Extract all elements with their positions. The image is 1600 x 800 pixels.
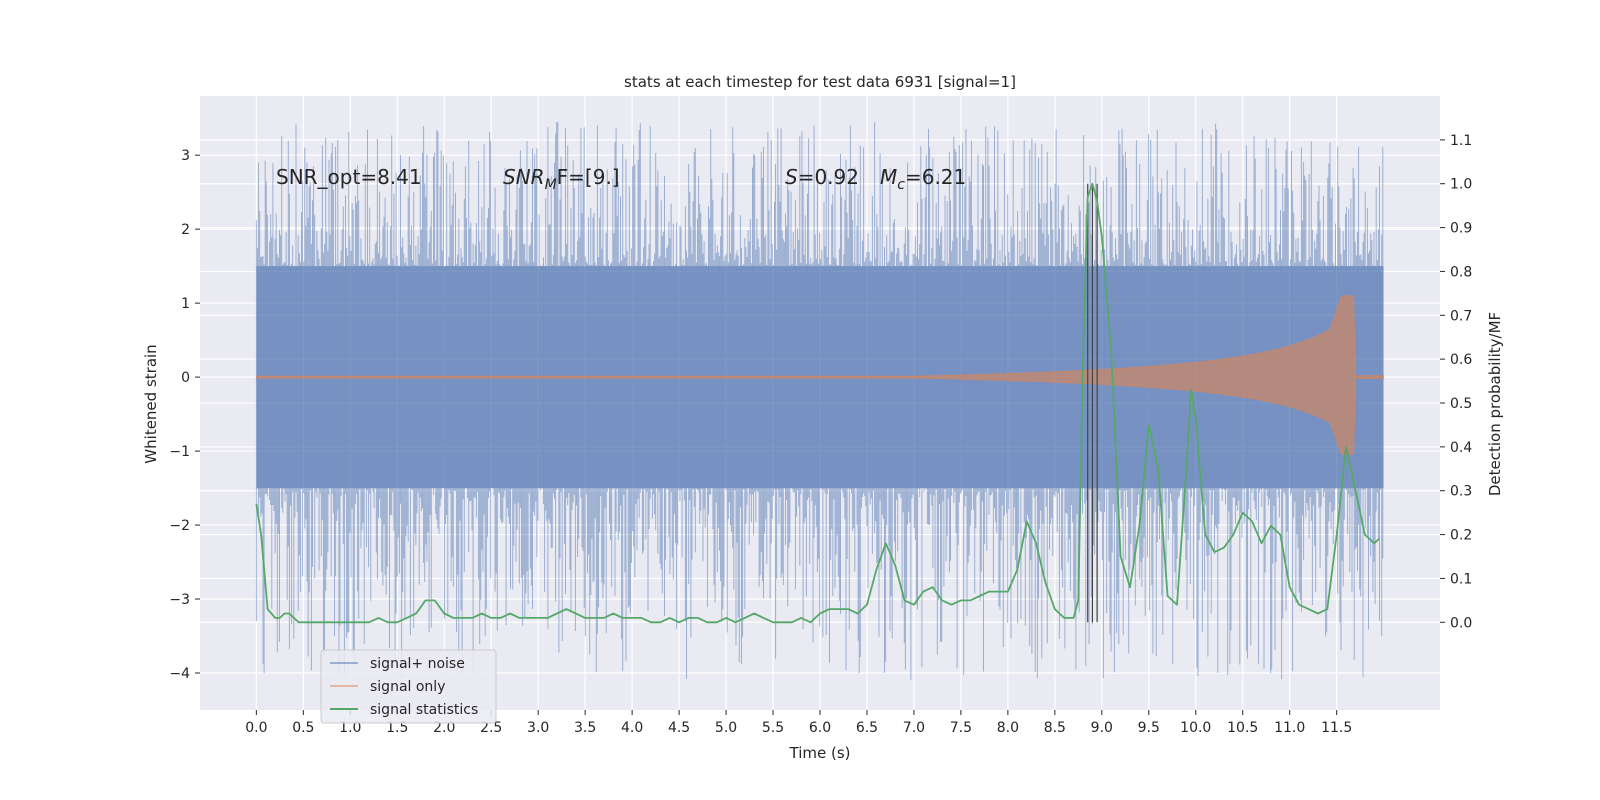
chart-title: stats at each timestep for test data 693… bbox=[624, 73, 1016, 91]
y-right-tick-label: 0.9 bbox=[1450, 221, 1472, 237]
x-tick-label: 9.0 bbox=[1091, 720, 1113, 736]
noise-spikes bbox=[255, 122, 1384, 680]
y-right-tick-label: 0.1 bbox=[1450, 571, 1472, 587]
x-tick-label: 11.5 bbox=[1321, 720, 1352, 736]
x-tick-label: 0.5 bbox=[292, 720, 314, 736]
annotation-mc-val: =6.21 bbox=[905, 165, 966, 189]
y-left-tick-label: 1 bbox=[181, 296, 190, 312]
x-tick-label: 11.0 bbox=[1274, 720, 1305, 736]
statistics-series bbox=[255, 182, 1380, 624]
y-right-tick-label: 0.3 bbox=[1450, 484, 1472, 500]
x-tick-label: 1.5 bbox=[386, 720, 408, 736]
legend-label-signal: signal only bbox=[370, 679, 445, 695]
y-right-tick-label: 0.5 bbox=[1450, 396, 1472, 412]
annotation-snr-mf: SNRMF=[9.] bbox=[503, 165, 620, 193]
y-right-tick-label: 0.2 bbox=[1450, 528, 1472, 544]
annotation-s: S=0.92 bbox=[785, 165, 859, 189]
y-axis-right-label: Detection probability/MF bbox=[1486, 312, 1504, 496]
y-left-tick-label: 3 bbox=[181, 148, 190, 164]
annotation-mc-var: M bbox=[880, 165, 897, 189]
y-right-tick-label: 0.8 bbox=[1450, 264, 1472, 280]
x-tick-label: 10.0 bbox=[1180, 720, 1211, 736]
x-tick-label: 7.5 bbox=[950, 720, 972, 736]
x-tick-label: 1.0 bbox=[339, 720, 361, 736]
x-tick-label: 2.0 bbox=[433, 720, 455, 736]
x-tick-label: 6.0 bbox=[809, 720, 831, 736]
annotation-mc-sub: c bbox=[897, 177, 905, 193]
x-tick-label: 4.0 bbox=[621, 720, 643, 736]
y-axis-left-ticks: 3 2 1 0 −1 −2 −3 −4 bbox=[169, 148, 200, 682]
detection-markers bbox=[1087, 183, 1098, 623]
annotation-snr-opt: SNR_opt=8.41 bbox=[276, 165, 422, 189]
y-axis-left-label: Whitened strain bbox=[142, 344, 160, 463]
annotation-snr-mf-sub: M bbox=[545, 177, 557, 193]
x-tick-label: 10.5 bbox=[1227, 720, 1258, 736]
x-tick-label: 9.5 bbox=[1138, 720, 1160, 736]
y-axis-right-ticks: 1.1 1.0 0.9 0.8 0.7 0.6 0.5 0.4 0.3 0.2 0.1 0.0 bbox=[1440, 133, 1472, 631]
x-tick-label: 8.0 bbox=[997, 720, 1019, 736]
annotation-snr-mf-tail: F=[9.] bbox=[557, 165, 620, 189]
y-left-tick-label: 2 bbox=[181, 222, 190, 238]
y-left-tick-label: −4 bbox=[169, 666, 190, 682]
x-tick-label: 2.5 bbox=[480, 720, 502, 736]
y-left-tick-label: −3 bbox=[169, 592, 190, 608]
x-tick-label: 8.5 bbox=[1044, 720, 1066, 736]
signal-only-envelope bbox=[255, 295, 1385, 455]
legend: signal+ noise signal only signal statist… bbox=[320, 649, 497, 724]
x-tick-label: 4.5 bbox=[668, 720, 690, 736]
annotation-snr-mf-base: SNR bbox=[503, 165, 545, 189]
x-tick-label: 7.0 bbox=[903, 720, 925, 736]
y-left-tick-label: −1 bbox=[169, 444, 190, 460]
y-left-tick-label: −2 bbox=[169, 518, 190, 534]
statistics-line bbox=[255, 182, 1380, 624]
x-tick-label: 0.0 bbox=[245, 720, 267, 736]
y-right-tick-label: 0.4 bbox=[1450, 440, 1472, 456]
annotation-s-var: S bbox=[785, 165, 798, 189]
y-left-tick-label: 0 bbox=[181, 370, 190, 386]
legend-label-noise: signal+ noise bbox=[370, 656, 465, 672]
y-right-tick-label: 1.0 bbox=[1450, 177, 1472, 193]
y-right-tick-label: 1.1 bbox=[1450, 133, 1472, 149]
y-right-tick-label: 0.0 bbox=[1450, 615, 1472, 631]
x-tick-label: 3.5 bbox=[574, 720, 596, 736]
x-tick-label: 5.5 bbox=[762, 720, 784, 736]
x-tick-label: 5.0 bbox=[715, 720, 737, 736]
x-tick-label: 6.5 bbox=[856, 720, 878, 736]
x-tick-label: 3.0 bbox=[527, 720, 549, 736]
signal-only-series bbox=[255, 295, 1385, 455]
y-right-tick-label: 0.7 bbox=[1450, 308, 1472, 324]
x-axis-ticks: 0.0 0.5 1.0 1.5 2.0 2.5 3.0 3.5 4.0 4.5 5.0 5.5 6.0 6… bbox=[245, 710, 1352, 736]
x-axis-label: Time (s) bbox=[789, 744, 851, 762]
y-right-tick-label: 0.6 bbox=[1450, 352, 1472, 368]
annotation-mc: Mc=6.21 bbox=[880, 165, 966, 193]
annotation-s-val: =0.92 bbox=[798, 165, 859, 189]
legend-box bbox=[320, 649, 497, 724]
legend-label-statistics: signal statistics bbox=[370, 702, 478, 718]
